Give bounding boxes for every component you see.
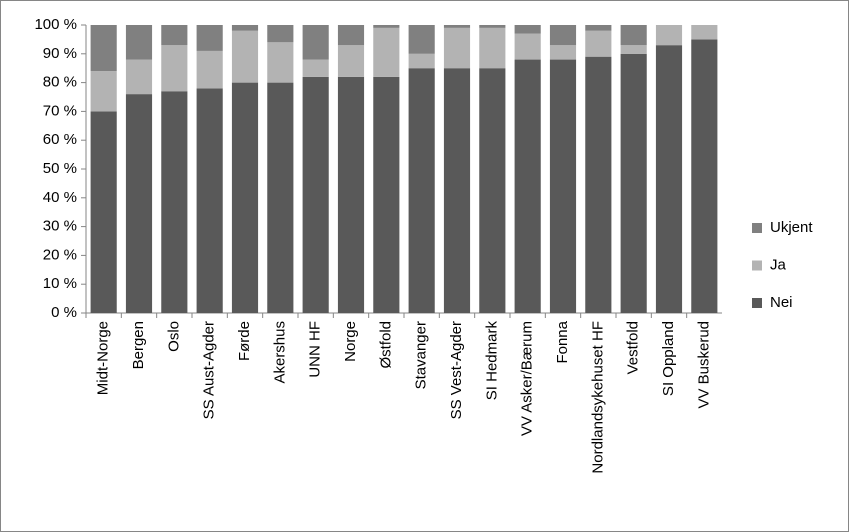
bar-segment <box>373 27 400 77</box>
bar-segment <box>585 25 612 31</box>
legend-label: Ukjent <box>770 219 813 236</box>
bar-segment <box>655 25 683 46</box>
x-tick-label: VV Buskerud <box>695 321 712 409</box>
bar-segment <box>196 88 223 313</box>
bar-segment <box>549 59 577 314</box>
bar-segment <box>125 25 153 60</box>
bar-segment <box>125 59 153 95</box>
y-tick-label: 90 % <box>43 45 77 62</box>
bar-segment <box>337 76 365 313</box>
bar-segment <box>443 25 471 28</box>
x-tick-label: Midt-Norge <box>95 321 112 395</box>
x-tick-label: Fonna <box>554 320 571 363</box>
x-tick-label: Nordlandsykehuset HF <box>589 321 606 474</box>
bar-segment <box>479 27 506 69</box>
bar-segment <box>90 71 117 112</box>
bar-segment <box>373 25 400 28</box>
x-tick-label: Akershus <box>271 321 288 384</box>
x-tick-label: Oslo <box>165 321 182 352</box>
y-tick-label: 40 % <box>43 189 77 206</box>
y-tick-label: 50 % <box>43 160 77 177</box>
bar-segment <box>408 53 435 69</box>
bar-segment <box>549 25 577 46</box>
bar-segment <box>231 30 259 83</box>
x-tick-label: SS Vest-Agder <box>448 321 465 419</box>
bar-segment <box>161 45 188 92</box>
y-tick-label: 100 % <box>34 16 77 33</box>
bar-segment <box>196 50 223 89</box>
legend-swatch <box>752 298 762 308</box>
bar-segment <box>267 82 294 313</box>
bar-segment <box>443 27 471 69</box>
bar-segment <box>514 59 541 314</box>
bar-segment <box>373 76 400 313</box>
bar-segment <box>302 76 329 313</box>
bar-segment <box>90 111 117 314</box>
bar-segment <box>620 45 647 54</box>
legend-swatch <box>752 223 762 233</box>
bar-segment <box>691 39 718 314</box>
bar-segment <box>620 25 647 46</box>
x-tick-label: SS Aust-Agder <box>201 321 218 419</box>
bar-segment <box>514 25 541 34</box>
bar-segment <box>479 25 506 28</box>
x-tick-label: Norge <box>342 321 359 362</box>
bar-segment <box>655 45 683 313</box>
bar-segment <box>302 25 329 60</box>
x-tick-label: Østfold <box>377 321 394 369</box>
bar-segment <box>408 25 435 54</box>
x-tick-label: SI Oppland <box>660 321 677 396</box>
legend-label: Nei <box>770 294 793 311</box>
legend-swatch <box>752 260 762 271</box>
bar-segment <box>691 25 718 40</box>
bar-segment <box>443 68 471 313</box>
bar-segment <box>196 25 223 51</box>
y-tick-label: 20 % <box>43 246 77 263</box>
x-tick-label: Førde <box>236 321 253 361</box>
bar-segment <box>267 25 294 43</box>
legend-label: Ja <box>770 256 787 273</box>
bar-segment <box>231 25 259 31</box>
bar-segment <box>267 42 294 83</box>
y-tick-label: 0 % <box>51 304 77 321</box>
y-tick-label: 60 % <box>43 131 77 148</box>
bar-segment <box>408 68 435 313</box>
bar-segment <box>585 56 612 314</box>
bar-segment <box>549 45 577 60</box>
x-tick-label: Bergen <box>130 321 147 369</box>
x-tick-label: Stavanger <box>413 321 430 389</box>
bar-segment <box>90 25 117 72</box>
bar-segment <box>337 25 365 46</box>
y-tick-label: 30 % <box>43 218 77 235</box>
bar-segment <box>161 25 188 46</box>
x-tick-label: Vestfold <box>625 321 642 374</box>
bar-segment <box>585 30 612 57</box>
bar-segment <box>479 68 506 313</box>
y-tick-label: 80 % <box>43 74 77 91</box>
bar-segment <box>620 53 647 314</box>
x-tick-label: VV Asker/Bærum <box>519 321 536 436</box>
y-tick-label: 10 % <box>43 275 77 292</box>
bar-segment <box>337 45 365 77</box>
bar-segment <box>161 91 188 314</box>
bar-segment <box>231 82 259 313</box>
bar-segment <box>125 94 153 314</box>
x-tick-label: SI Hedmark <box>483 321 500 401</box>
bar-segment <box>514 33 541 60</box>
y-tick-label: 70 % <box>43 102 77 119</box>
bar-segment <box>302 59 329 77</box>
x-tick-label: UNN HF <box>307 321 324 378</box>
